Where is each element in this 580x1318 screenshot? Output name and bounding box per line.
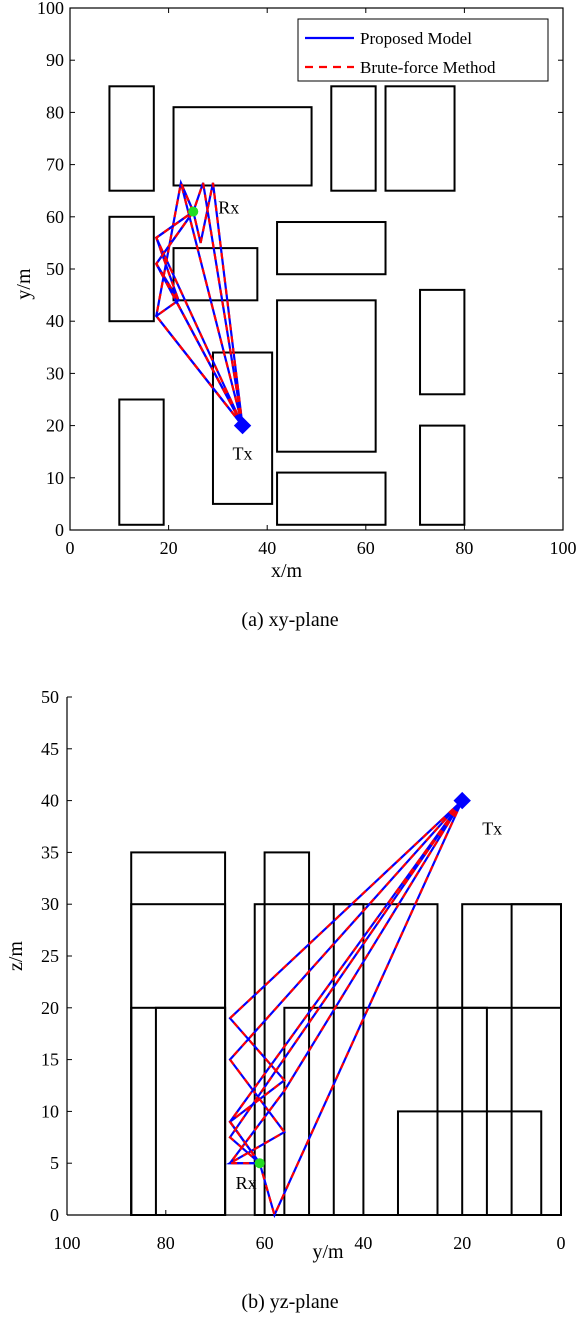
y-tick-label: 0 xyxy=(50,1205,59,1225)
legend-label-proposed: Proposed Model xyxy=(360,29,472,48)
building xyxy=(130,1006,227,1216)
y-tick-label: 15 xyxy=(41,1050,59,1070)
x-tick-label: 20 xyxy=(453,1233,471,1253)
y-tick-label: 60 xyxy=(46,207,64,227)
ray-path-bruteforce xyxy=(192,182,244,426)
building xyxy=(108,85,155,192)
y-tick-label: 50 xyxy=(41,687,59,707)
y-tick-label: 80 xyxy=(46,102,64,122)
rx-marker xyxy=(254,1158,265,1169)
building xyxy=(154,1006,227,1216)
building xyxy=(330,85,377,192)
x-tick-label: 100 xyxy=(550,538,577,558)
building xyxy=(108,215,155,323)
y-tick-label: 40 xyxy=(41,791,59,811)
x-tick-label: 20 xyxy=(160,538,178,558)
x-tick-label: 60 xyxy=(357,538,375,558)
y-tick-label: 25 xyxy=(41,946,59,966)
building xyxy=(276,221,387,276)
y-tick-label: 90 xyxy=(46,50,64,70)
ray-path-bruteforce xyxy=(228,799,463,1164)
building xyxy=(211,351,274,505)
y-tick-label: 45 xyxy=(41,739,59,759)
y-axis-label: y/m xyxy=(13,268,35,300)
building xyxy=(396,1110,543,1217)
tx-label: Tx xyxy=(482,819,502,839)
x-tick-label: 80 xyxy=(455,538,473,558)
building xyxy=(419,288,466,396)
x-axis-label: x/m xyxy=(271,560,303,582)
tx-marker xyxy=(233,416,252,435)
x-tick-label: 0 xyxy=(557,1233,566,1253)
x-tick-label: 80 xyxy=(157,1233,175,1253)
caption-b: (b) yz-plane xyxy=(241,1291,338,1313)
y-tick-label: 10 xyxy=(41,1101,59,1121)
rx-label: Rx xyxy=(236,1173,257,1193)
y-tick-label: 70 xyxy=(46,155,64,175)
x-tick-label: 40 xyxy=(258,538,276,558)
building xyxy=(276,299,377,453)
x-tick-label: 40 xyxy=(354,1233,372,1253)
y-tick-label: 40 xyxy=(46,311,64,331)
tx-marker xyxy=(453,791,471,810)
ray-path-bruteforce xyxy=(192,182,244,426)
y-tick-label: 100 xyxy=(37,0,64,18)
ray-path-bruteforce xyxy=(228,799,464,1164)
legend-label-bruteforce: Brute-force Method xyxy=(360,58,496,77)
ray-path-bruteforce xyxy=(155,179,244,427)
building xyxy=(419,424,466,526)
y-tick-label: 0 xyxy=(55,520,64,540)
xy-plane-chart: 0 20 40 60 80 100 0 10 20 30 40 50 60 70 80 90 100 x/m y/m… xyxy=(13,0,577,631)
y-axis-label: z/m xyxy=(5,941,27,971)
ray-path-bruteforce xyxy=(225,799,464,1165)
ray-path-bruteforce xyxy=(228,799,464,1165)
y-tick-label: 30 xyxy=(46,363,64,383)
y-tick-label: 20 xyxy=(46,416,64,436)
legend: Proposed Model Brute-force Method xyxy=(297,18,549,82)
x-tick-label: 100 xyxy=(54,1233,81,1253)
building xyxy=(118,398,165,526)
y-tick-label: 5 xyxy=(50,1153,59,1173)
building xyxy=(130,851,227,1217)
y-tick-label: 50 xyxy=(46,259,64,279)
ray-path-bruteforce xyxy=(227,800,464,1165)
building xyxy=(332,903,439,1216)
building xyxy=(130,903,227,1216)
y-tick-label: 10 xyxy=(46,468,64,488)
x-tick-label: 60 xyxy=(256,1233,274,1253)
yz-plane-chart: 100 80 60 40 20 0 0 5 10 15 20 25 30 35 40 45 50 y/m z/m Tx… xyxy=(5,687,566,1313)
caption-a: (a) xy-plane xyxy=(241,609,338,631)
rx-label: Rx xyxy=(218,198,239,218)
ray-path-bruteforce xyxy=(155,210,244,427)
legend-box xyxy=(297,18,549,82)
building xyxy=(510,903,563,1216)
ray-path-bruteforce xyxy=(154,210,244,427)
building xyxy=(384,85,456,192)
ray-path-proposed xyxy=(258,800,464,1219)
building xyxy=(276,471,387,526)
x-tick-label: 0 xyxy=(66,538,75,558)
tx-label: Tx xyxy=(233,444,253,464)
rx-marker xyxy=(188,206,199,217)
ray-path-proposed xyxy=(155,179,244,427)
y-tick-label: 20 xyxy=(41,998,59,1018)
x-axis-label: y/m xyxy=(312,1241,344,1263)
y-tick-label: 35 xyxy=(41,842,59,862)
building xyxy=(172,106,313,187)
y-tick-label: 30 xyxy=(41,894,59,914)
